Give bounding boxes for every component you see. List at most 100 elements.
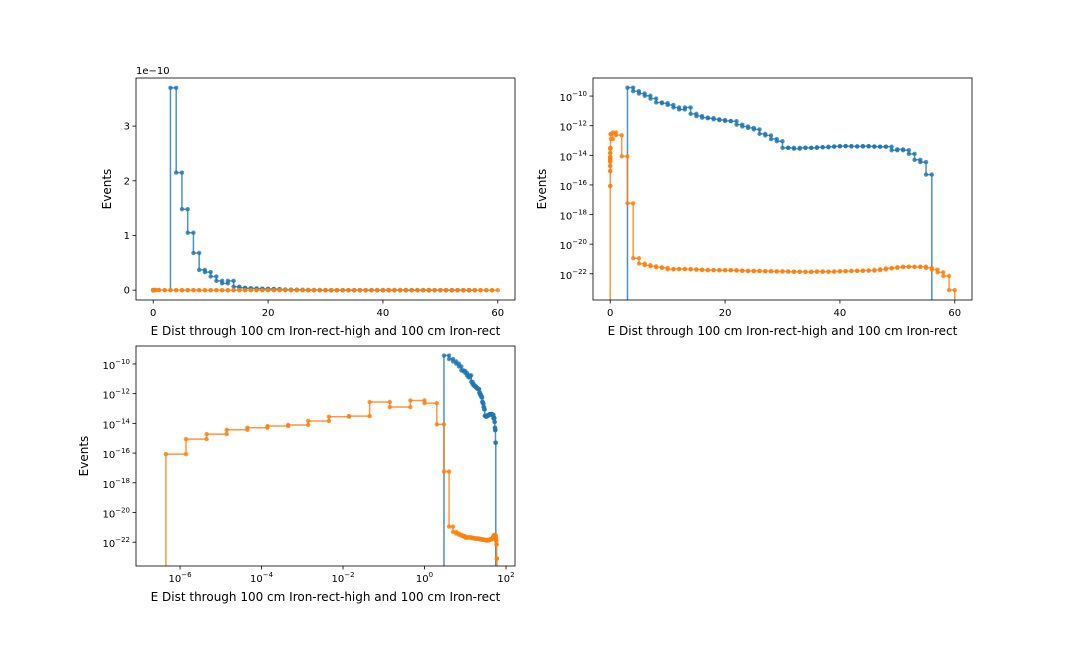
series-2-point bbox=[889, 265, 894, 271]
series-1-point bbox=[854, 144, 860, 149]
series-1-point bbox=[791, 146, 797, 151]
axes-frame bbox=[135, 345, 516, 567]
series-2-point bbox=[941, 270, 946, 275]
series-2-point bbox=[397, 287, 403, 293]
series-2-point bbox=[642, 263, 647, 268]
series-2-point bbox=[665, 267, 670, 272]
y-tick-label: 10−22 bbox=[559, 268, 587, 282]
series-1-point bbox=[877, 144, 883, 149]
series-1-point bbox=[459, 364, 464, 369]
y-tick-label: 10−18 bbox=[102, 477, 130, 491]
series-1-point bbox=[665, 102, 670, 108]
series-1-point bbox=[191, 230, 196, 235]
series-2-point bbox=[434, 400, 440, 406]
series-2-point bbox=[849, 268, 854, 274]
x-tick-label: 60 bbox=[948, 308, 961, 319]
series-2-point bbox=[352, 287, 357, 293]
series-2-point bbox=[494, 542, 499, 547]
series-2-point bbox=[426, 287, 432, 293]
series-2-point bbox=[630, 201, 636, 206]
series-2-point bbox=[906, 264, 912, 269]
series-1-point bbox=[231, 278, 236, 284]
series-1-point bbox=[803, 145, 808, 151]
series-2-point bbox=[265, 423, 270, 429]
y-tick-label: 10−14 bbox=[559, 149, 587, 163]
x-tick-label: 20 bbox=[262, 308, 275, 319]
series-1-point bbox=[446, 356, 452, 362]
series-1-point bbox=[648, 96, 653, 101]
series-2-point bbox=[387, 399, 392, 405]
series-2-point bbox=[163, 451, 169, 457]
series-2-point bbox=[403, 287, 409, 293]
series-1-point bbox=[676, 107, 682, 112]
series-2-point bbox=[420, 287, 426, 293]
series-2-point bbox=[306, 287, 311, 293]
series-1-line bbox=[169, 87, 476, 291]
series-1-point bbox=[717, 117, 722, 123]
y-tick-exponent: −18 bbox=[572, 209, 587, 217]
series-1-point bbox=[797, 145, 802, 151]
series-2-point bbox=[946, 273, 952, 279]
series-2-point bbox=[183, 436, 189, 442]
series-2-point bbox=[374, 287, 380, 293]
series-1-point bbox=[173, 85, 179, 91]
y-tick-label: 10−20 bbox=[559, 238, 587, 252]
series-2-point bbox=[478, 287, 483, 293]
series-2-point bbox=[191, 287, 196, 293]
x-tick-label: 40 bbox=[377, 308, 390, 319]
series-1-point bbox=[906, 151, 912, 157]
y-tick-exponent: −10 bbox=[572, 90, 587, 98]
series-1-point bbox=[492, 419, 497, 425]
series-2-point bbox=[409, 287, 414, 293]
x-tick-label: 0 bbox=[150, 308, 156, 319]
series-1-point bbox=[763, 133, 768, 138]
series-1-point bbox=[179, 207, 185, 212]
series-2-point bbox=[854, 268, 860, 274]
series-2-point bbox=[185, 287, 190, 293]
y-offset-label: 1e−10 bbox=[136, 66, 170, 77]
y-axis-label: Events bbox=[100, 169, 114, 210]
series-1-point bbox=[214, 274, 219, 279]
series-2-point bbox=[717, 268, 722, 273]
plot-area bbox=[163, 353, 500, 566]
x-tick-label: 40 bbox=[834, 308, 847, 319]
series-2-point bbox=[387, 404, 392, 410]
series-2-point bbox=[636, 256, 642, 261]
series-2-point bbox=[883, 266, 889, 271]
series-1-point bbox=[872, 144, 877, 149]
series-2-point bbox=[630, 256, 636, 261]
series-2-point bbox=[648, 264, 653, 269]
series-2-point bbox=[619, 154, 624, 159]
series-2-point bbox=[797, 269, 802, 274]
series-2-point bbox=[334, 287, 340, 293]
series-1-point bbox=[179, 170, 185, 175]
series-1-point bbox=[809, 145, 814, 151]
series-1-point bbox=[814, 145, 820, 150]
y-tick-exponent: −22 bbox=[115, 536, 130, 544]
series-2-point bbox=[751, 268, 756, 274]
plot-area bbox=[151, 85, 500, 293]
y-tick-exponent: −12 bbox=[115, 388, 130, 396]
series-1-point bbox=[757, 127, 762, 132]
series-2-point bbox=[837, 268, 843, 274]
series-1-point bbox=[722, 118, 728, 124]
y-tick-exponent: −16 bbox=[572, 179, 587, 187]
series-2-point bbox=[923, 265, 929, 271]
series-2-point bbox=[466, 287, 472, 293]
series-2-point bbox=[763, 268, 768, 274]
series-2-line bbox=[609, 131, 956, 300]
series-1-point bbox=[889, 144, 894, 149]
series-2-point bbox=[872, 267, 877, 273]
series-2-point bbox=[323, 287, 328, 293]
series-1-point bbox=[906, 148, 912, 153]
series-2-point bbox=[237, 287, 242, 293]
series-1-point bbox=[688, 105, 693, 110]
series-2-point bbox=[168, 287, 173, 293]
series-1-point bbox=[202, 269, 208, 275]
series-2-point bbox=[288, 287, 294, 293]
series-2-point bbox=[860, 268, 866, 273]
y-tick-label: 10−14 bbox=[102, 417, 130, 431]
series-2-point bbox=[367, 399, 372, 405]
series-2-point bbox=[831, 269, 837, 274]
